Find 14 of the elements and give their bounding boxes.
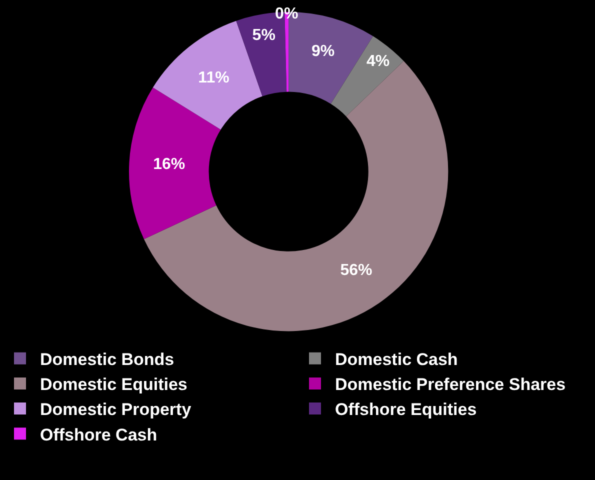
data-label: 4%	[366, 52, 390, 70]
legend-label: Domestic Preference Shares	[335, 375, 566, 394]
legend-label: Domestic Bonds	[40, 350, 174, 369]
legend-label: Domestic Property	[40, 400, 192, 420]
data-label: 56%	[340, 262, 372, 279]
data-label: 9%	[311, 42, 335, 60]
data-label: 11%	[198, 70, 230, 87]
legend-label: Domestic Equities	[40, 375, 188, 394]
legend-label: Domestic Cash	[335, 350, 458, 369]
legend-label: Offshore Equities	[335, 400, 477, 420]
data-label: 5%	[252, 27, 276, 44]
donut-slice	[129, 88, 221, 240]
data-label: 16%	[153, 156, 186, 174]
legend-label: Offshore Cash	[40, 425, 158, 444]
